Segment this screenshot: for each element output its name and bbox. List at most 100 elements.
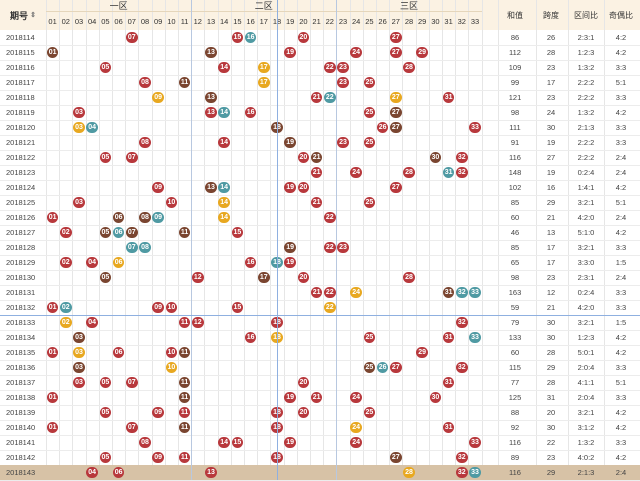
drawn-ball: 32 bbox=[456, 286, 468, 299]
drawn-ball: 26 bbox=[376, 361, 389, 374]
drawn-ball: 08 bbox=[139, 241, 151, 254]
drawn-ball: 15 bbox=[231, 301, 244, 314]
number-header: 26 bbox=[378, 16, 387, 26]
drawn-ball: 10 bbox=[165, 346, 178, 359]
row-divider bbox=[0, 119, 640, 121]
stat-sum: 121 bbox=[508, 93, 522, 102]
drawn-ball: 11 bbox=[178, 421, 191, 434]
stat-span: 30 bbox=[546, 423, 556, 432]
stat-oe: 4:2 bbox=[615, 408, 627, 417]
drawn-ball: 22 bbox=[324, 211, 336, 224]
stat-span: 24 bbox=[546, 108, 556, 117]
stat-span: 23 bbox=[546, 273, 556, 282]
stat-header: 和值 bbox=[507, 10, 523, 20]
stat-sum: 116 bbox=[509, 468, 521, 477]
stat-span: 23 bbox=[546, 93, 556, 102]
drawn-ball: 21 bbox=[310, 151, 323, 164]
issue-number: 2018130 bbox=[6, 273, 36, 282]
drawn-ball: 11 bbox=[178, 376, 191, 389]
stat-span: 26 bbox=[546, 33, 556, 42]
drawn-ball: 01 bbox=[46, 301, 59, 314]
issue-number: 2018121 bbox=[6, 138, 36, 147]
number-header: 01 bbox=[48, 16, 57, 26]
number-header: 18 bbox=[270, 12, 283, 30]
stat-span: 16 bbox=[546, 183, 556, 192]
drawn-ball: 05 bbox=[99, 271, 112, 284]
stat-zr: 4:2:0 bbox=[577, 303, 595, 312]
stat-span: 17 bbox=[546, 243, 556, 252]
drawn-ball: 13 bbox=[205, 106, 217, 119]
stat-span: 19 bbox=[546, 168, 556, 177]
drawn-ball: 33 bbox=[469, 466, 481, 479]
drawn-ball: 05 bbox=[99, 376, 112, 389]
row-divider bbox=[0, 164, 640, 166]
stat-zr: 2:2:2 bbox=[577, 153, 595, 162]
stat-header: 奇偶比 bbox=[609, 10, 633, 20]
drawn-ball: 05 bbox=[99, 61, 112, 74]
drawn-ball: 05 bbox=[99, 226, 112, 239]
row-divider bbox=[0, 194, 640, 196]
section-divider bbox=[0, 314, 640, 316]
stat-zr: 2:2:2 bbox=[577, 138, 595, 147]
zone-header: 三区 bbox=[336, 0, 482, 12]
stat-sum: 79 bbox=[510, 318, 520, 327]
stat-sum: 102 bbox=[508, 183, 522, 192]
stat-sum: 99 bbox=[510, 78, 520, 87]
stat-sum: 133 bbox=[508, 333, 522, 342]
drawn-ball: 05 bbox=[99, 451, 112, 464]
drawn-ball: 10 bbox=[165, 196, 178, 209]
drawn-ball: 15 bbox=[231, 31, 244, 44]
number-header: 02 bbox=[61, 16, 70, 26]
stat-zr: 2:2:2 bbox=[577, 78, 595, 87]
stat-oe: 2:4 bbox=[615, 273, 627, 282]
row-divider bbox=[0, 374, 640, 376]
drawn-ball: 27 bbox=[390, 46, 402, 59]
drawn-ball: 31 bbox=[442, 331, 455, 344]
drawn-ball: 17 bbox=[258, 271, 270, 284]
drawn-ball: 30 bbox=[429, 391, 442, 404]
drawn-ball: 01 bbox=[46, 346, 59, 359]
stat-zr: 1:4:1 bbox=[577, 183, 595, 192]
number-header: 07 bbox=[127, 16, 136, 26]
issue-number: 2018142 bbox=[6, 453, 36, 462]
stat-oe: 2:4 bbox=[615, 153, 627, 162]
number-header: 33 bbox=[470, 16, 480, 26]
drawn-ball: 15 bbox=[231, 226, 244, 239]
drawn-ball: 04 bbox=[86, 256, 98, 269]
drawn-ball: 26 bbox=[376, 121, 389, 134]
row-divider bbox=[0, 389, 640, 391]
zone-separator bbox=[277, 0, 278, 480]
number-header: 22 bbox=[325, 16, 334, 26]
stat-sum: 112 bbox=[509, 48, 521, 57]
drawn-ball: 01 bbox=[46, 391, 59, 404]
stat-sum: 59 bbox=[510, 303, 520, 312]
number-header: 27 bbox=[391, 16, 400, 26]
drawn-ball: 08 bbox=[139, 136, 151, 149]
drawn-ball: 10 bbox=[165, 301, 178, 314]
drawn-ball: 32 bbox=[456, 166, 468, 179]
stat-zr: 0:2:4 bbox=[577, 168, 595, 177]
issue-number: 2018117 bbox=[6, 78, 35, 87]
drawn-ball: 32 bbox=[456, 361, 468, 374]
stat-zr: 2:1:3 bbox=[577, 123, 595, 132]
stat-sum: 60 bbox=[510, 348, 520, 357]
stat-zr: 2:1:3 bbox=[577, 468, 595, 477]
row-divider bbox=[0, 404, 640, 406]
stat-oe: 3:3 bbox=[615, 138, 627, 147]
stat-zr: 1:3:2 bbox=[577, 438, 595, 447]
number-header: 12 bbox=[193, 16, 202, 26]
drawn-ball: 14 bbox=[218, 211, 230, 224]
drawn-ball: 19 bbox=[284, 136, 296, 149]
issue-number: 2018129 bbox=[6, 258, 36, 267]
sort-icon[interactable]: ⇕ bbox=[30, 12, 36, 19]
drawn-ball: 20 bbox=[297, 406, 310, 419]
stat-sum: 88 bbox=[510, 408, 520, 417]
drawn-ball: 04 bbox=[86, 316, 98, 329]
drawn-ball: 09 bbox=[152, 181, 164, 194]
drawn-ball: 24 bbox=[350, 391, 362, 404]
drawn-ball: 02 bbox=[60, 256, 72, 269]
drawn-ball: 01 bbox=[46, 211, 59, 224]
stat-oe: 3:3 bbox=[615, 288, 627, 297]
drawn-ball: 12 bbox=[192, 316, 204, 329]
issue-header[interactable]: 期号 ⇕ bbox=[0, 0, 46, 30]
